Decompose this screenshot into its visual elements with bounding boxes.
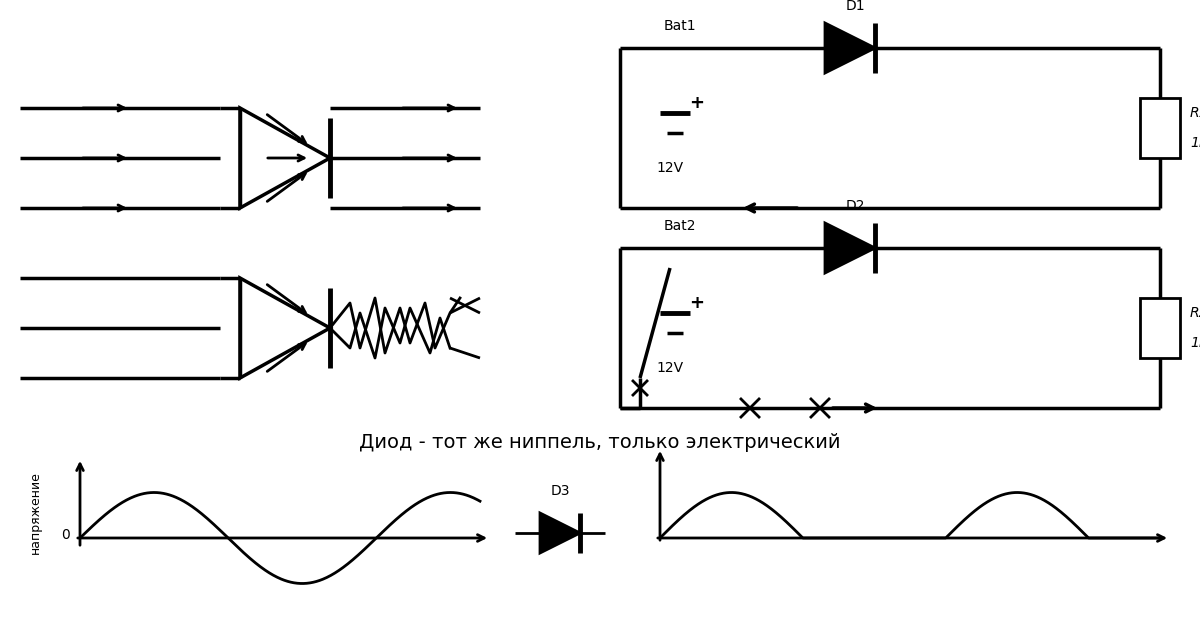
Text: Bat1: Bat1 bbox=[664, 19, 696, 33]
Text: Диод - тот же ниппель, только электрический: Диод - тот же ниппель, только электричес… bbox=[359, 433, 841, 453]
Text: Bat2: Bat2 bbox=[664, 219, 696, 233]
Text: +: + bbox=[690, 94, 704, 112]
Text: 12V: 12V bbox=[656, 161, 684, 175]
Text: +: + bbox=[690, 294, 704, 312]
Text: 1k: 1k bbox=[1190, 136, 1200, 150]
Text: 0: 0 bbox=[61, 528, 70, 542]
FancyBboxPatch shape bbox=[1140, 298, 1180, 358]
Polygon shape bbox=[826, 23, 875, 73]
Text: R2: R2 bbox=[1190, 306, 1200, 320]
FancyBboxPatch shape bbox=[1140, 98, 1180, 158]
Text: D3: D3 bbox=[551, 484, 570, 498]
Polygon shape bbox=[826, 223, 875, 273]
Text: D2: D2 bbox=[845, 199, 865, 213]
Text: 1k: 1k bbox=[1190, 336, 1200, 350]
Text: R1: R1 bbox=[1190, 106, 1200, 120]
Text: 12V: 12V bbox=[656, 361, 684, 375]
Text: D1: D1 bbox=[845, 0, 865, 13]
Text: напряжение: напряжение bbox=[29, 472, 42, 555]
Polygon shape bbox=[540, 513, 580, 553]
